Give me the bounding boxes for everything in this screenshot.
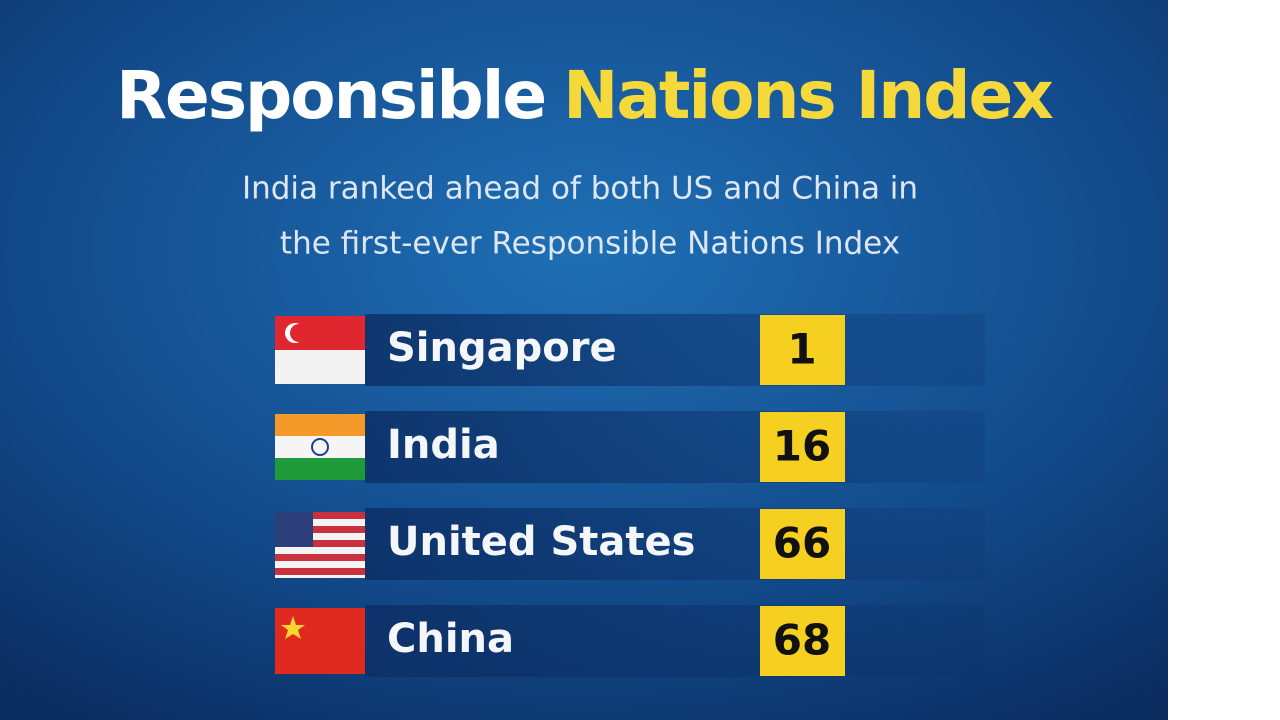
country-name: Singapore — [387, 325, 617, 371]
subtitle-line: the first-ever Responsible Nations Index — [280, 226, 900, 262]
ranking-list: Singapore 1 India 16 United States 66 China 68 — [365, 314, 985, 677]
title-yellow: Nations Index — [563, 57, 1053, 134]
rank-box — [760, 509, 845, 579]
title: Responsible Nations Index — [116, 57, 1053, 134]
subtitle-line: India ranked ahead of both US and China … — [242, 171, 918, 207]
row-band — [365, 411, 985, 483]
row-band — [365, 508, 985, 580]
flag-india — [275, 414, 365, 480]
rank-box — [760, 315, 845, 385]
country-name: United States — [387, 519, 695, 565]
title-white: Responsible — [116, 57, 545, 134]
row-band — [365, 314, 985, 386]
row-band — [365, 605, 985, 677]
rank: 68 — [773, 616, 831, 665]
rank: 16 — [773, 422, 831, 471]
rank: 66 — [773, 519, 831, 568]
flag-singapore — [275, 316, 365, 384]
country-name: India — [387, 422, 500, 468]
flag-china — [275, 608, 365, 674]
rank-box — [760, 606, 845, 676]
rank: 1 — [787, 325, 816, 374]
flag-us — [275, 512, 365, 578]
rank-box — [760, 412, 845, 482]
country-name: China — [387, 616, 514, 662]
